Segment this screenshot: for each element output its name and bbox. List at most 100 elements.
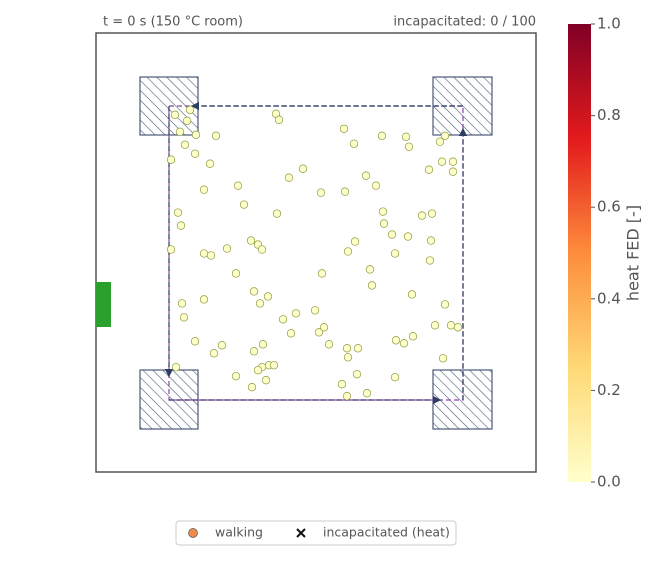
agent bbox=[387, 230, 397, 239]
agent bbox=[314, 328, 324, 337]
agent bbox=[274, 115, 284, 124]
agent bbox=[438, 354, 448, 363]
legend-marker bbox=[296, 528, 306, 538]
agent bbox=[343, 353, 353, 362]
agent bbox=[286, 329, 296, 338]
agent bbox=[440, 300, 450, 309]
agent bbox=[310, 306, 320, 315]
agent bbox=[177, 299, 187, 308]
colorbar bbox=[568, 24, 591, 482]
agent bbox=[263, 292, 273, 301]
agent bbox=[173, 208, 183, 217]
agent bbox=[339, 124, 349, 133]
agent bbox=[316, 188, 326, 197]
agent bbox=[340, 187, 350, 196]
agent bbox=[190, 149, 200, 158]
agent bbox=[246, 236, 256, 245]
agent bbox=[253, 366, 263, 375]
agent bbox=[258, 340, 268, 349]
agent bbox=[342, 392, 352, 401]
agent bbox=[257, 245, 267, 254]
agent bbox=[424, 165, 434, 174]
agent bbox=[408, 332, 418, 341]
agent bbox=[249, 287, 259, 296]
legend-label: walking bbox=[215, 525, 263, 540]
agent bbox=[255, 299, 265, 308]
agent bbox=[217, 341, 227, 350]
agent bbox=[211, 131, 221, 140]
agent bbox=[190, 337, 200, 346]
agent bbox=[269, 361, 279, 370]
agent bbox=[404, 142, 414, 151]
agent bbox=[343, 247, 353, 256]
colorbar-tick-label: 0.8 bbox=[597, 106, 621, 124]
agent bbox=[342, 344, 352, 353]
status-label: incapacitated: 0 / 100 bbox=[393, 15, 536, 30]
agent bbox=[353, 344, 363, 353]
agent bbox=[352, 370, 362, 379]
colorbar-tick-label: 0.6 bbox=[597, 198, 621, 216]
agent bbox=[206, 251, 216, 260]
agent bbox=[371, 181, 381, 190]
agent bbox=[367, 281, 377, 290]
agent bbox=[453, 323, 463, 332]
agent bbox=[231, 269, 241, 278]
agents bbox=[166, 105, 463, 401]
agent bbox=[403, 232, 413, 241]
agent bbox=[399, 339, 409, 348]
agent bbox=[390, 373, 400, 382]
agent bbox=[430, 321, 440, 330]
agent bbox=[166, 155, 176, 164]
agent bbox=[205, 159, 215, 168]
agent bbox=[199, 249, 209, 258]
agent bbox=[284, 173, 294, 182]
agent bbox=[278, 315, 288, 324]
agent bbox=[417, 211, 427, 220]
agent bbox=[446, 321, 456, 330]
agent bbox=[440, 131, 450, 140]
agent bbox=[180, 140, 190, 149]
agent bbox=[390, 249, 400, 258]
agent bbox=[407, 290, 417, 299]
agent bbox=[349, 139, 359, 148]
agent bbox=[362, 389, 372, 398]
agent bbox=[337, 380, 347, 389]
agent bbox=[209, 349, 219, 358]
agent bbox=[222, 244, 232, 253]
agent bbox=[199, 185, 209, 194]
agent bbox=[291, 309, 301, 318]
agent bbox=[317, 269, 327, 278]
door bbox=[96, 282, 111, 327]
agent bbox=[239, 200, 249, 209]
agent bbox=[427, 209, 437, 218]
agent bbox=[170, 110, 180, 119]
agent bbox=[171, 363, 181, 372]
agent bbox=[175, 127, 185, 136]
agent bbox=[298, 164, 308, 173]
agent bbox=[426, 236, 436, 245]
agent bbox=[191, 130, 201, 139]
agent bbox=[272, 209, 282, 218]
agent bbox=[261, 376, 271, 385]
legend-entries: walking incapacitated (heat) bbox=[188, 525, 450, 540]
colorbar-tick-label: 1.0 bbox=[597, 15, 621, 33]
colorbar-ticks: 0.0 0.2 0.4 0.6 0.8 1.0 bbox=[591, 15, 621, 491]
legend-marker bbox=[188, 528, 198, 538]
agent bbox=[182, 116, 192, 125]
colorbar-tick-label: 0.4 bbox=[597, 289, 621, 307]
agent bbox=[448, 157, 458, 166]
agent bbox=[179, 313, 189, 322]
agent bbox=[401, 132, 411, 141]
agent bbox=[319, 323, 329, 332]
agent bbox=[166, 245, 176, 254]
colorbar-label: heat FED [-] bbox=[624, 205, 643, 301]
agent bbox=[365, 265, 375, 274]
route bbox=[164, 101, 468, 405]
agent bbox=[176, 221, 186, 230]
colorbar-tick-label: 0.0 bbox=[597, 473, 621, 491]
agent bbox=[437, 157, 447, 166]
colorbar-tick-label: 0.2 bbox=[597, 381, 621, 399]
agent bbox=[324, 340, 334, 349]
agent bbox=[425, 256, 435, 265]
